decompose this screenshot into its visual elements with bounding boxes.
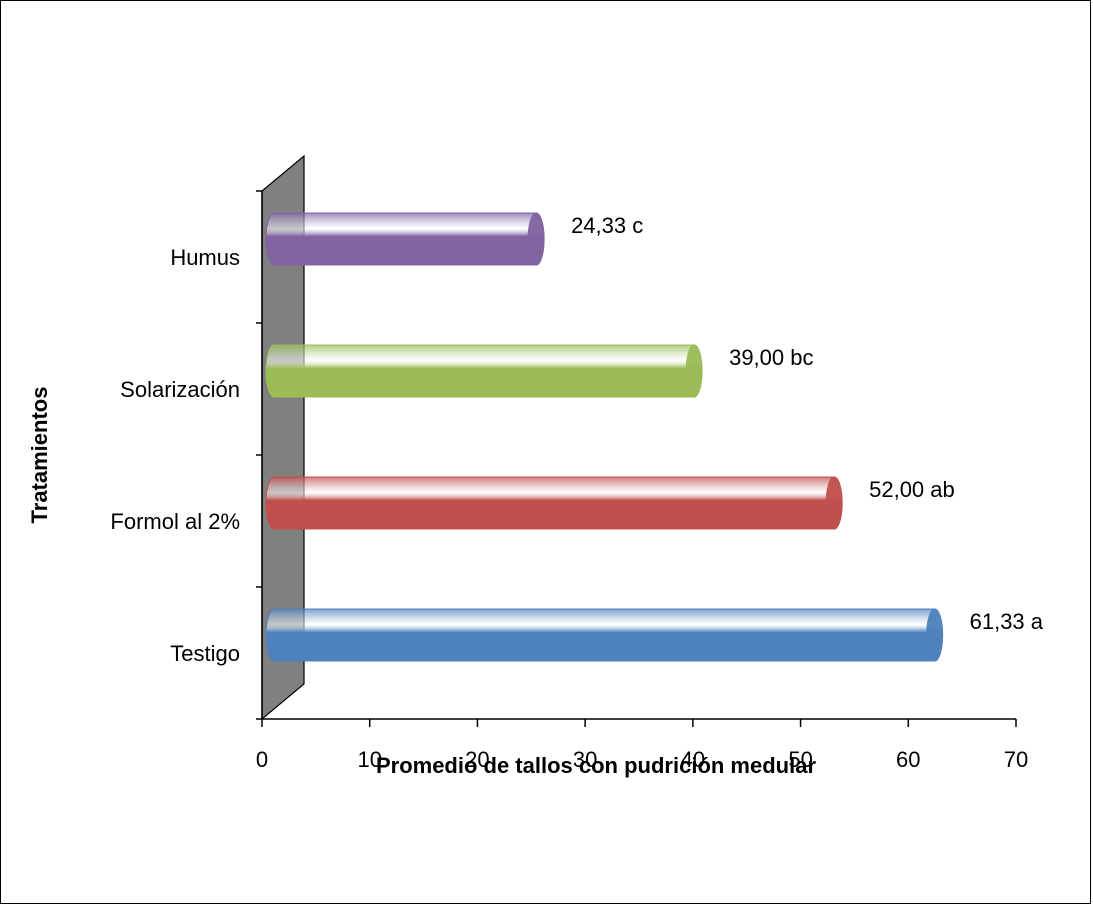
data-label: 52,00 ab [869,477,955,502]
y-category-label: Testigo [170,641,240,666]
axes [256,190,1017,727]
bar-formol-al-2- [265,476,843,530]
bar-humus [265,212,545,266]
x-axis-title: Promedio de tallos con pudrición medular [376,753,817,778]
bars [265,212,944,662]
x-tick-label: 60 [896,747,920,772]
x-tick-label: 70 [1004,747,1028,772]
y-category-label: Solarización [120,377,240,402]
bar-testigo [265,608,944,662]
bar-solarizaci-n [265,344,703,398]
y-category-label: Formol al 2% [110,509,240,534]
data-label: 61,33 a [970,609,1044,634]
data-label: 39,00 bc [729,345,813,370]
y-axis-title: Tratamientos [27,387,52,524]
data-label: 24,33 c [571,213,643,238]
y-category-label: Humus [170,245,240,270]
x-tick-label: 40 [681,747,705,772]
x-tick-label: 10 [357,747,381,772]
x-tick-label: 20 [465,747,489,772]
labels: 0 10 20 30 40 50 60 70 61,33 a Testigo 52,00 ab For… [110,213,1043,772]
x-tick-label: 0 [256,747,268,772]
x-tick-label: 50 [788,747,812,772]
x-tick-label: 30 [573,747,597,772]
